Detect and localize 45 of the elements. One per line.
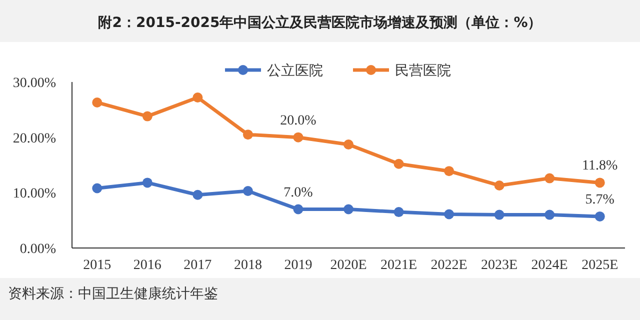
x-tick-label: 2024E [531,258,568,273]
y-tick-label: 30.00% [12,76,56,91]
data-label: 11.8% [582,158,618,174]
text: 资料来源：中国卫生健康统计年鉴 [8,286,218,302]
x-tick-label: 2023E [481,258,518,273]
point [192,92,203,102]
point [494,180,504,190]
x-tick-label: 2022E [430,258,468,273]
x-tick-label: 2020E [330,258,367,273]
x-tick-label: 2025E [582,258,618,273]
point [293,204,304,214]
point [142,178,152,188]
point [242,130,253,140]
data-label: 5.7% [585,192,615,208]
point [594,178,605,188]
point [594,211,605,222]
point [544,210,555,220]
point [444,209,454,220]
data-label: 20.0% [280,113,317,128]
point [92,97,102,108]
data-label: 7.0% [284,185,314,200]
x-tick-label: 2016 [133,258,162,273]
point [192,190,203,200]
point [444,166,454,176]
point [494,210,504,220]
point [293,132,304,142]
x-tick-label: 2015 [83,258,112,273]
point [394,207,404,218]
point [142,111,152,122]
x-tick-label: 2017 [184,258,212,273]
x-tick-label: 2021E [380,258,418,273]
point [394,158,404,169]
x-tick-label: 2019 [284,258,312,273]
point [92,183,102,194]
point [344,140,354,150]
y-tick-label: 20.00% [12,131,56,146]
point [242,186,253,196]
y-tick-label: 0.00% [20,242,56,257]
y-tick-label: 10.00% [12,186,56,202]
chart-title: 附2：2015-2025年中国公立及民营医院市场增速及预测（单位：%） [98,14,542,31]
point [544,173,555,184]
x-tick-label: 2018 [234,258,262,273]
point [344,204,354,214]
legend-label: 民营医院 [395,63,451,79]
legend-label: 公立医院 [267,63,323,79]
